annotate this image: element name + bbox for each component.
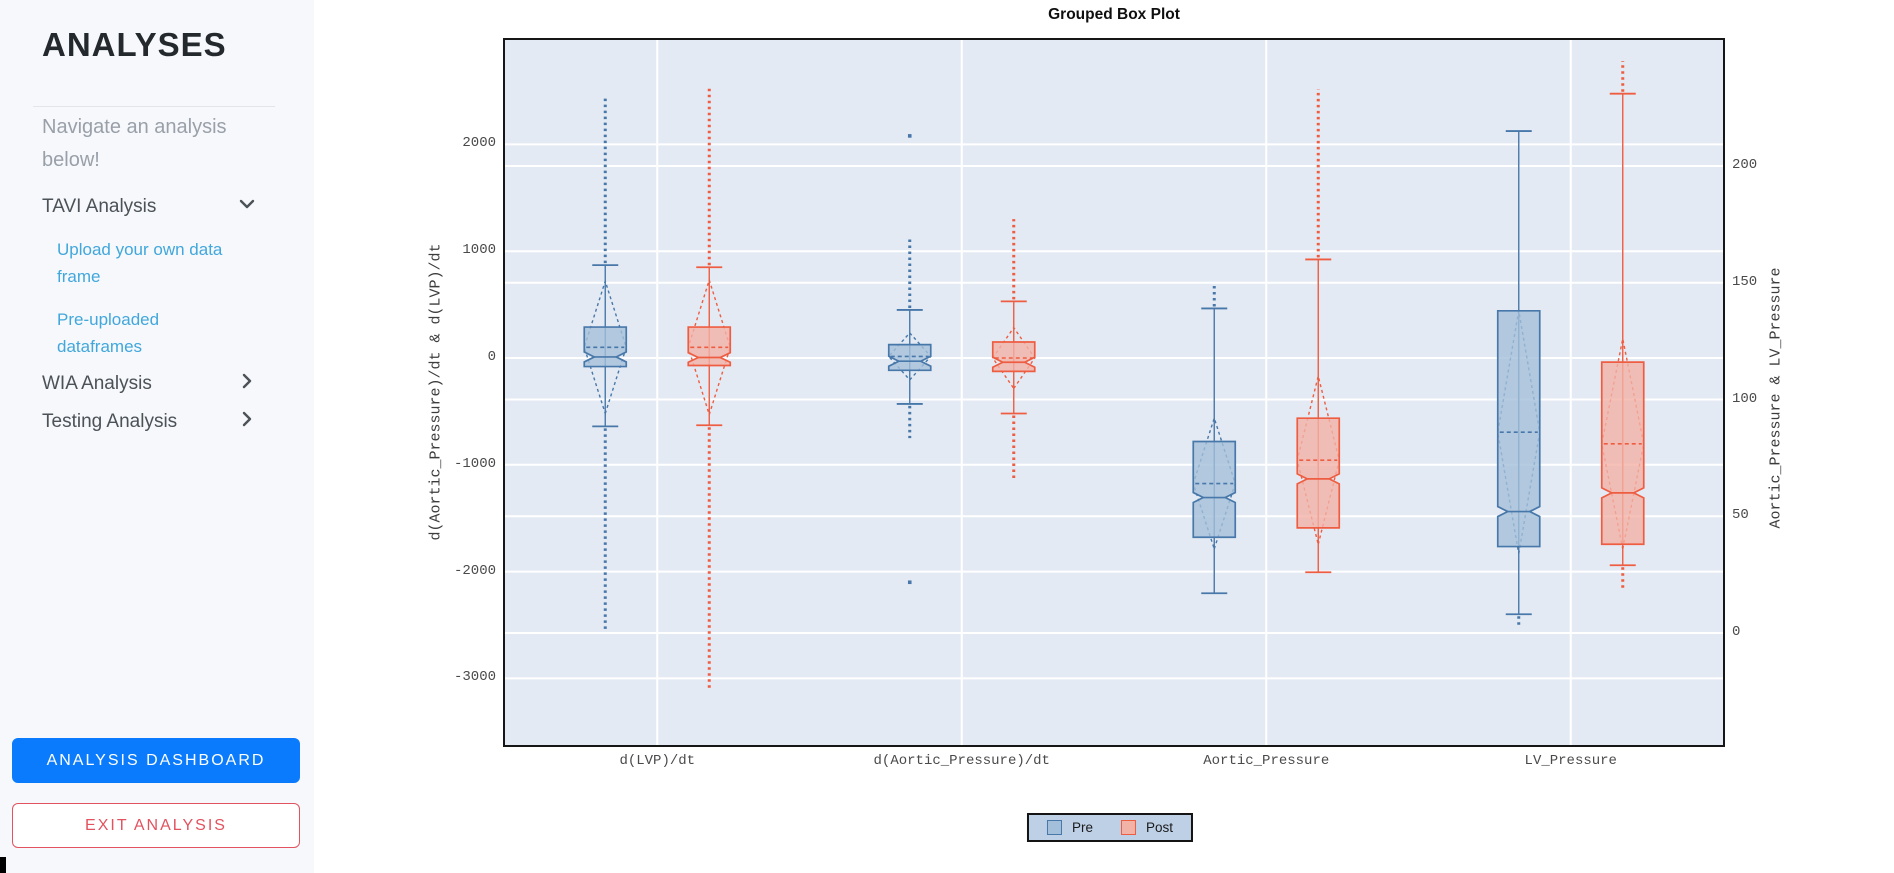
right-axis-tick: 100: [1732, 390, 1758, 407]
sidebar-divider: [33, 106, 275, 107]
sidebar: ANALYSES Navigate an analysis below! TAV…: [0, 0, 314, 873]
right-axis-tick: 50: [1732, 507, 1749, 524]
chart-legend: Pre Post: [1026, 813, 1194, 842]
x-axis-category-label: Aortic_Pressure: [1203, 753, 1330, 769]
exit-analysis-button[interactable]: EXIT ANALYSIS: [12, 803, 300, 848]
sidebar-link-upload-dataframe[interactable]: Upload your own data frame: [57, 240, 223, 286]
boxplot-chart-area[interactable]: [503, 38, 1725, 747]
left-axis-tick: 0: [487, 349, 496, 365]
boxplot-canvas[interactable]: [505, 40, 1723, 745]
right-axis-label: Aortic_Pressure & LV_Pressure: [1767, 267, 1785, 529]
right-axis-tick: 200: [1732, 157, 1758, 174]
sidebar-item-wia-analysis[interactable]: WIA Analysis: [42, 371, 257, 396]
sidebar-item-label: Testing Analysis: [42, 410, 178, 432]
left-axis-label: d(Aortic_Pressure)/dt & d(LVP)/dt: [427, 243, 445, 541]
left-axis-tick: -3000: [453, 669, 496, 686]
legend-label: Post: [1146, 820, 1174, 835]
sidebar-item-label: WIA Analysis: [42, 372, 152, 394]
left-axis-tick: 1000: [462, 242, 496, 259]
legend-swatch-icon: [1046, 820, 1062, 835]
right-axis-tick: 0: [1732, 623, 1741, 640]
x-axis-category-label: d(Aortic_Pressure)/dt: [873, 753, 1050, 769]
chevron-right-icon: [237, 371, 257, 396]
sidebar-item-label: TAVI Analysis: [42, 195, 157, 217]
x-axis-category-label: d(LVP)/dt: [619, 753, 696, 769]
legend-label: Pre: [1071, 820, 1093, 835]
sidebar-subtitle: Navigate an analysis below!: [42, 116, 227, 171]
chevron-down-icon: [237, 194, 257, 219]
right-axis-tick: 150: [1732, 273, 1758, 290]
legend-item-pre[interactable]: Pre: [1046, 820, 1093, 835]
sidebar-link-preuploaded-dataframes[interactable]: Pre-uploaded dataframes: [57, 310, 160, 356]
chevron-right-icon: [237, 409, 257, 434]
x-axis-category-label: LV_Pressure: [1524, 753, 1617, 769]
sidebar-item-tavi-analysis[interactable]: TAVI Analysis: [42, 194, 257, 219]
page-corner-artifact: [0, 857, 6, 873]
left-axis-tick: -1000: [453, 455, 496, 472]
legend-item-post[interactable]: Post: [1121, 820, 1173, 835]
legend-swatch-icon: [1121, 820, 1136, 835]
sidebar-title: ANALYSES: [42, 26, 227, 63]
sidebar-item-testing-analysis[interactable]: Testing Analysis: [42, 409, 257, 434]
chart-title: Grouped Box Plot: [1048, 6, 1180, 23]
left-axis-tick: -2000: [453, 562, 496, 579]
analysis-dashboard-button[interactable]: ANALYSIS DASHBOARD: [12, 738, 300, 783]
left-axis-tick: 2000: [462, 135, 496, 152]
